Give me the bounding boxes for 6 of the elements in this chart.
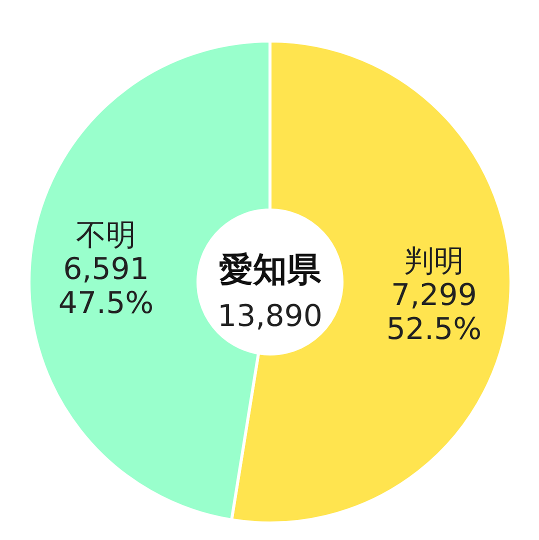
data-label: 7,299 52.5% — [386, 278, 482, 348]
data-label: 6,591 47.5% — [58, 252, 154, 321]
slice-label: 不明 — [76, 218, 136, 253]
text: 愛知県 — [219, 250, 322, 290]
text: 13,890 — [218, 299, 322, 334]
slice-label: 判明 — [404, 244, 464, 280]
